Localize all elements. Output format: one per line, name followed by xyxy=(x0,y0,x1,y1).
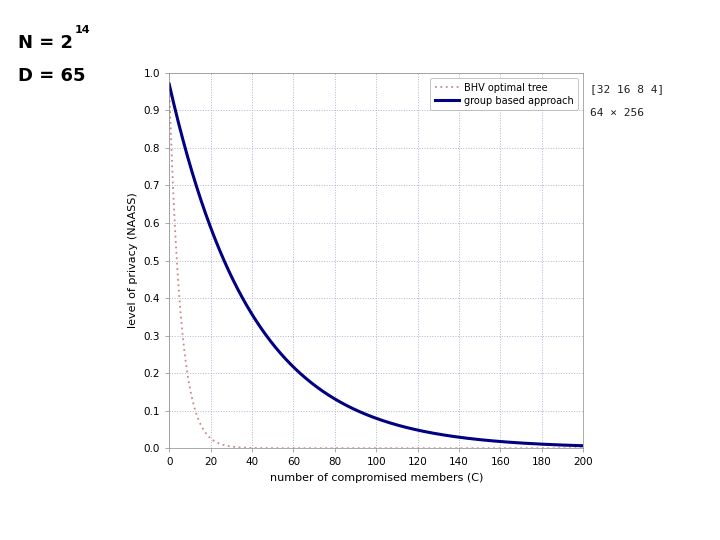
group based approach xyxy=(495,438,504,445)
X-axis label: number of compromised members (C): number of compromised members (C) xyxy=(269,473,483,483)
group based approach xyxy=(487,437,496,444)
Text: [32 16 8 4]: [32 16 8 4] xyxy=(590,84,665,94)
BHV optimal tree xyxy=(449,445,458,451)
BHV optimal tree xyxy=(579,445,588,451)
Text: Comparison in NAASS for a specific N and D pair: Comparison in NAASS for a specific N and… xyxy=(9,19,654,43)
group based approach xyxy=(333,397,341,403)
group based approach xyxy=(579,442,588,449)
group based approach xyxy=(165,81,174,87)
Text: N = 2: N = 2 xyxy=(18,34,73,52)
Text: 14: 14 xyxy=(75,25,91,35)
BHV optimal tree xyxy=(487,445,496,451)
BHV optimal tree xyxy=(165,81,174,87)
Text: Efficient symmetric-key private authentication: Efficient symmetric-key private authenti… xyxy=(230,511,490,521)
Text: D = 65: D = 65 xyxy=(18,66,86,85)
Legend: BHV optimal tree, group based approach: BHV optimal tree, group based approach xyxy=(430,78,578,110)
BHV optimal tree xyxy=(207,436,216,442)
BHV optimal tree xyxy=(333,445,341,451)
Text: Security and Privacy in Upcoming Wireless Networks
SWING'07, Bertinoro, Italy, 2: Security and Privacy in Upcoming Wireles… xyxy=(7,506,246,525)
group based approach xyxy=(347,404,356,411)
BHV optimal tree xyxy=(495,445,504,451)
Line: BHV optimal tree: BHV optimal tree xyxy=(169,84,583,448)
group based approach xyxy=(449,433,458,440)
Text: 64 × 256: 64 × 256 xyxy=(590,108,644,118)
Y-axis label: level of privacy (NAASS): level of privacy (NAASS) xyxy=(128,193,138,328)
Text: 43: 43 xyxy=(692,509,709,523)
group based approach xyxy=(207,226,216,233)
BHV optimal tree xyxy=(347,445,356,451)
Line: group based approach: group based approach xyxy=(169,84,583,445)
